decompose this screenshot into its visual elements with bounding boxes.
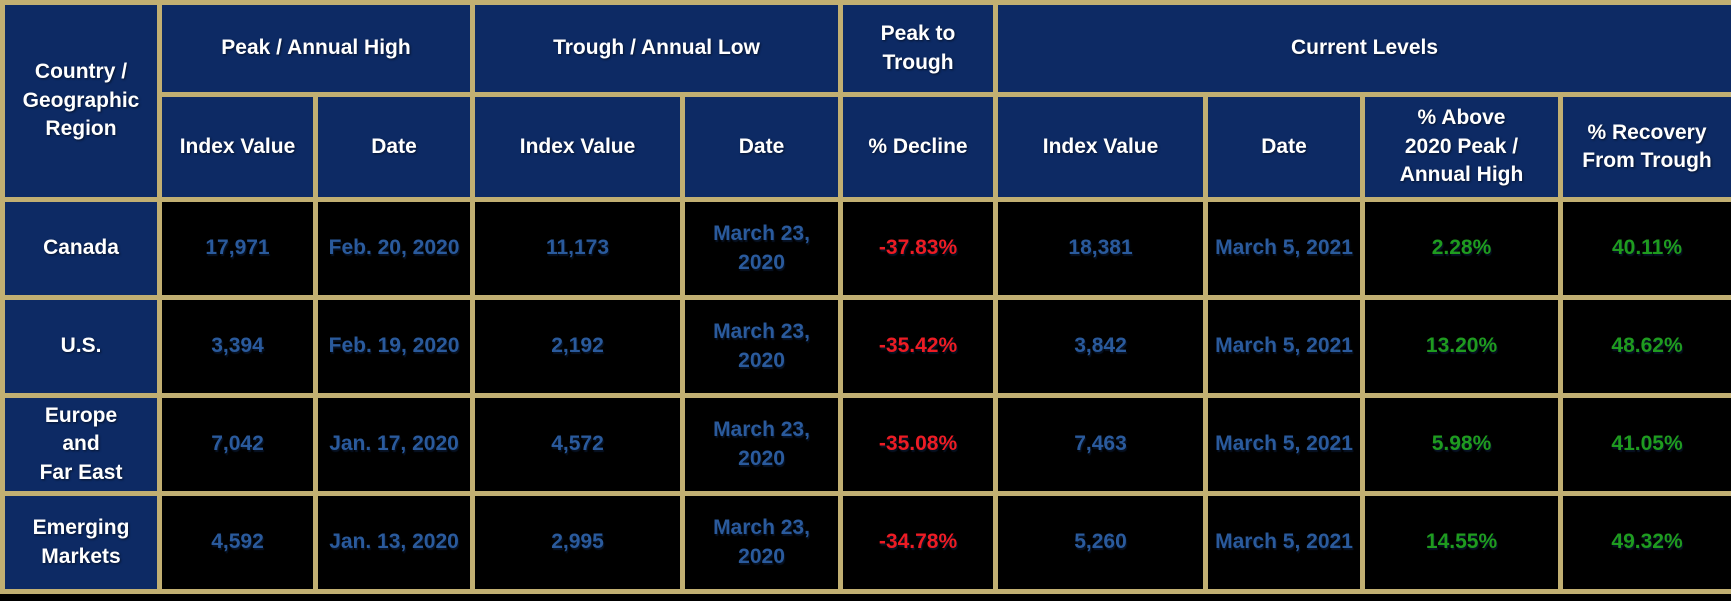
cell-pct-decline: -35.42%	[838, 295, 999, 398]
cell-current-index: 7,463	[993, 393, 1209, 496]
header-sub-row: Index Value Date Index Value Date % Decl…	[3, 92, 1731, 202]
cell-peak-index: 3,394	[157, 295, 318, 398]
cell-trough-index: 2,192	[470, 295, 686, 398]
cell-current-date: March 5, 2021	[1203, 295, 1366, 398]
cell-current-index: 5,260	[993, 491, 1209, 594]
cell-pct-above: 13.20%	[1360, 295, 1564, 398]
cell-pct-recovery: 41.05%	[1558, 393, 1731, 496]
cell-peak-date: Jan. 13, 2020	[312, 491, 476, 594]
cell-current-date: March 5, 2021	[1203, 197, 1366, 300]
cell-peak-date: Jan. 17, 2020	[312, 393, 476, 496]
cell-pct-recovery: 40.11%	[1558, 197, 1731, 300]
header-group-peak-to-trough: Peak to Trough	[838, 0, 999, 97]
header-group-trough: Trough / Annual Low	[470, 0, 844, 97]
header-current-index-value: Index Value	[993, 92, 1209, 202]
cell-trough-date: March 23, 2020	[680, 491, 844, 594]
cell-peak-index: 4,592	[157, 491, 318, 594]
cell-pct-decline: -34.78%	[838, 491, 999, 594]
cell-pct-above: 5.98%	[1360, 393, 1564, 496]
cell-pct-above: 14.55%	[1360, 491, 1564, 594]
header-trough-index-value: Index Value	[470, 92, 686, 202]
region-label: Canada	[0, 197, 162, 300]
region-label: Europe and Far East	[0, 393, 162, 496]
header-trough-date: Date	[680, 92, 844, 202]
cell-current-date: March 5, 2021	[1203, 491, 1366, 594]
cell-trough-date: March 23, 2020	[680, 393, 844, 496]
cell-peak-index: 7,042	[157, 393, 318, 496]
cell-current-date: March 5, 2021	[1203, 393, 1366, 496]
header-pct-recovery: % Recovery From Trough	[1558, 92, 1731, 202]
header-current-date: Date	[1203, 92, 1366, 202]
cell-peak-index: 17,971	[157, 197, 318, 300]
cell-current-index: 3,842	[993, 295, 1209, 398]
header-group-current: Current Levels	[993, 0, 1731, 97]
cell-trough-index: 4,572	[470, 393, 686, 496]
header-group-row: Country / Geographic Region Peak / Annua…	[0, 0, 1731, 202]
table-row-canada: Canada 17,971 Feb. 20, 2020 11,173 March…	[0, 197, 1731, 300]
cell-trough-index: 2,995	[470, 491, 686, 594]
header-country-region: Country / Geographic Region	[0, 0, 162, 202]
header-peak-date: Date	[312, 92, 476, 202]
cell-trough-date: March 23, 2020	[680, 295, 844, 398]
cell-pct-decline: -37.83%	[838, 197, 999, 300]
cell-trough-index: 11,173	[470, 197, 686, 300]
region-label: U.S.	[0, 295, 162, 398]
region-label: Emerging Markets	[0, 491, 162, 594]
cell-trough-date: March 23, 2020	[680, 197, 844, 300]
cell-current-index: 18,381	[993, 197, 1209, 300]
cell-pct-recovery: 48.62%	[1558, 295, 1731, 398]
cell-peak-date: Feb. 20, 2020	[312, 197, 476, 300]
table-row-emerging-markets: Emerging Markets 4,592 Jan. 13, 2020 2,9…	[0, 491, 1731, 594]
header-pct-above-peak: % Above 2020 Peak / Annual High	[1360, 92, 1564, 202]
cell-pct-above: 2.28%	[1360, 197, 1564, 300]
table-row-europe-far-east: Europe and Far East 7,042 Jan. 17, 2020 …	[0, 393, 1731, 496]
cell-pct-recovery: 49.32%	[1558, 491, 1731, 594]
table-row-us: U.S. 3,394 Feb. 19, 2020 2,192 March 23,…	[0, 295, 1731, 398]
header-peak-index-value: Index Value	[157, 92, 318, 202]
cell-pct-decline: -35.08%	[838, 393, 999, 496]
cell-peak-date: Feb. 19, 2020	[312, 295, 476, 398]
header-pct-decline: % Decline	[838, 92, 999, 202]
header-group-peak: Peak / Annual High	[156, 0, 476, 97]
